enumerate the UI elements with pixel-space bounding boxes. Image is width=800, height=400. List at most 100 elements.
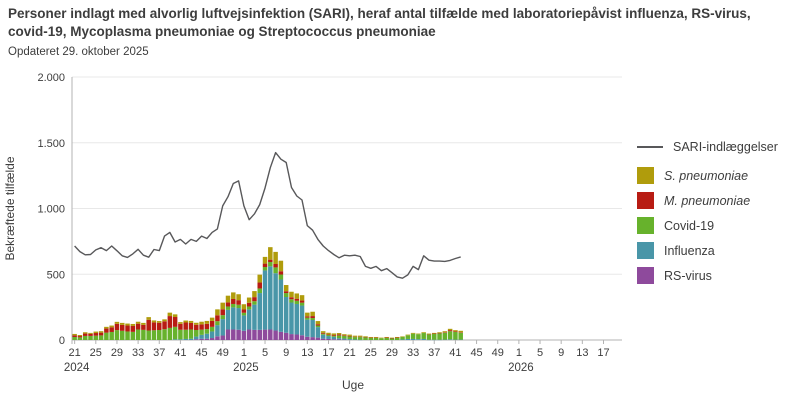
page-title: Personer indlagt med alvorlig luftvejsin… bbox=[8, 6, 751, 40]
bar-segment bbox=[373, 337, 379, 340]
bar-segment bbox=[225, 302, 231, 307]
bar-segment bbox=[204, 320, 210, 324]
bar-segment bbox=[172, 314, 178, 317]
bar-series-influenza bbox=[172, 266, 463, 341]
bar-segment bbox=[252, 291, 257, 298]
bar-segment bbox=[379, 338, 384, 340]
bar-segment bbox=[352, 335, 358, 337]
bar-segment bbox=[310, 318, 315, 321]
bar-segment bbox=[167, 316, 173, 328]
bar-segment bbox=[299, 335, 305, 340]
bar-segment bbox=[167, 312, 173, 317]
stacked-bars bbox=[72, 247, 463, 341]
x-tick-label: 33 bbox=[132, 347, 144, 359]
x-tick-label: 25 bbox=[90, 347, 102, 359]
bar-segment bbox=[252, 304, 257, 330]
bar-segment bbox=[373, 336, 379, 338]
legend-swatch bbox=[637, 267, 654, 284]
bar-segment bbox=[188, 322, 194, 330]
bar-segment bbox=[178, 339, 183, 340]
bar-segment bbox=[77, 337, 83, 340]
bar-segment bbox=[104, 326, 109, 329]
bar-segment bbox=[109, 325, 114, 328]
bar-segment bbox=[310, 311, 315, 317]
bar-segment bbox=[289, 297, 294, 300]
bar-segment bbox=[246, 309, 252, 330]
bar-segment bbox=[305, 317, 310, 320]
bar-segment bbox=[453, 331, 458, 340]
bar-segment bbox=[236, 294, 241, 301]
bar-segment bbox=[432, 333, 437, 340]
bar-segment bbox=[347, 336, 352, 340]
bar-segment bbox=[151, 322, 157, 331]
bar-segment bbox=[268, 262, 273, 267]
bar-segment bbox=[347, 334, 352, 336]
bar-segment bbox=[336, 335, 342, 339]
bar-segment bbox=[437, 332, 442, 334]
bar-segment bbox=[447, 330, 453, 332]
bar-segment bbox=[257, 329, 262, 340]
bar-segment bbox=[172, 326, 178, 340]
bar-segment bbox=[320, 332, 326, 334]
bar-segment bbox=[231, 298, 236, 304]
bar-segment bbox=[183, 329, 188, 339]
bar-segment bbox=[114, 323, 120, 331]
bar-segment bbox=[273, 273, 278, 331]
bar-segment bbox=[363, 336, 368, 338]
bar-segment bbox=[204, 323, 210, 330]
legend-label: M. pneumoniae bbox=[664, 193, 751, 208]
bar-segment bbox=[241, 315, 247, 331]
bar-segment bbox=[151, 330, 157, 340]
y-tick-label: 500 bbox=[47, 269, 65, 281]
bar-segment bbox=[342, 338, 347, 340]
bar-segment bbox=[204, 329, 210, 334]
bar-segment bbox=[331, 336, 337, 340]
legend-label: Covid-19 bbox=[664, 218, 715, 233]
bar-segment bbox=[310, 316, 315, 319]
y-axis-title: Bekræftede tilfælde bbox=[3, 156, 17, 260]
bar-segment bbox=[82, 332, 88, 334]
bar-segment bbox=[389, 338, 395, 340]
legend-swatch bbox=[637, 192, 654, 209]
bar-segment bbox=[231, 303, 236, 308]
x-tick-label: 45 bbox=[470, 347, 482, 359]
bar-segment bbox=[342, 335, 347, 339]
bar-segment bbox=[400, 336, 405, 337]
bar-segment bbox=[379, 337, 384, 339]
updated-date-subtitle: Opdateret 29. oktober 2025 bbox=[8, 46, 149, 58]
bar-segment bbox=[220, 335, 225, 340]
bar-segment bbox=[236, 304, 241, 309]
x-tick-label: 5 bbox=[262, 347, 268, 359]
bar-segment bbox=[215, 315, 220, 322]
bar-segment bbox=[342, 335, 347, 336]
bar-segment bbox=[363, 337, 368, 340]
x-tick-label: 45 bbox=[195, 347, 207, 359]
bar-series-covid-19 bbox=[72, 262, 463, 341]
bar-segment bbox=[72, 333, 77, 336]
bar-segment bbox=[347, 335, 352, 337]
bar-segment bbox=[157, 322, 162, 330]
bar-segment bbox=[194, 339, 199, 340]
bar-segment bbox=[458, 330, 463, 333]
bar-segment bbox=[394, 336, 400, 338]
bar-segment bbox=[178, 322, 183, 324]
bar-segment bbox=[241, 330, 247, 341]
bar-segment bbox=[326, 336, 331, 339]
legend-swatch bbox=[637, 167, 654, 184]
bar-segment bbox=[458, 332, 463, 333]
bar-segment bbox=[119, 324, 125, 331]
bar-segment bbox=[368, 336, 374, 338]
x-tick-label: 37 bbox=[153, 347, 165, 359]
bar-segment bbox=[331, 333, 337, 336]
bar-segment bbox=[416, 339, 421, 340]
bar-segment bbox=[231, 329, 236, 340]
bar-segment bbox=[299, 305, 305, 336]
bar-segment bbox=[315, 337, 321, 340]
bar-segment bbox=[273, 267, 278, 274]
bar-segment bbox=[447, 331, 453, 340]
bar-segment bbox=[209, 338, 215, 340]
bar-segment bbox=[299, 295, 305, 301]
legend-line-sample bbox=[637, 145, 663, 148]
bar-segment bbox=[273, 251, 278, 264]
bar-segment bbox=[310, 337, 315, 340]
